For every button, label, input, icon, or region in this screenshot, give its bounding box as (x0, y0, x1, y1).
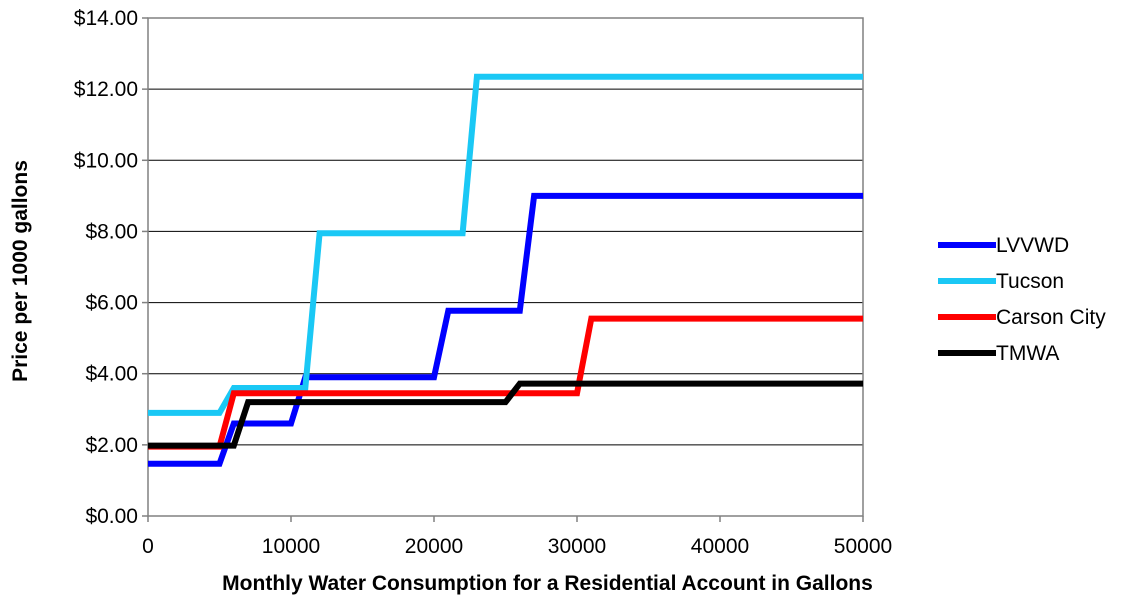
x-tick-label: 20000 (405, 535, 463, 558)
y-tick-label: $2.00 (85, 434, 138, 457)
legend-label: TMWA (996, 342, 1059, 365)
y-tick-label: $12.00 (74, 78, 138, 101)
x-tick-label: 30000 (548, 535, 606, 558)
y-tick-label: $14.00 (74, 7, 138, 30)
x-tick-label: 10000 (262, 535, 320, 558)
y-tick-label: $4.00 (85, 363, 138, 386)
x-tick-label: 50000 (834, 535, 892, 558)
legend: LVVWD Tucson Carson City TMWA (938, 234, 1106, 365)
series-line-tucson (148, 73, 863, 416)
gridlines (142, 17, 864, 522)
plot-area (147, 17, 864, 517)
y-axis-title: Price per 1000 gallons (9, 160, 32, 382)
x-tick-label: 40000 (691, 535, 749, 558)
legend-label: Tucson (996, 270, 1064, 293)
y-tick-label: $8.00 (85, 220, 138, 243)
x-axis-title: Monthly Water Consumption for a Resident… (222, 572, 873, 595)
series-line-tmwa (148, 380, 863, 449)
legend-label: Carson City (996, 306, 1106, 329)
y-axis-tick-labels: $0.00 $2.00 $4.00 $6.00 $8.00 $10.00 $12.00 $14… (74, 7, 138, 528)
y-tick-label: $0.00 (85, 505, 138, 528)
legend-label: LVVWD (996, 234, 1069, 257)
x-axis-tick-labels: 0 10000 20000 30000 40000 50000 (142, 535, 892, 558)
y-tick-label: $6.00 (85, 292, 138, 315)
x-tick-label: 0 (142, 535, 154, 558)
series-lines (148, 73, 863, 467)
series-line-lvvwd (148, 192, 863, 467)
y-tick-label: $10.00 (74, 149, 138, 172)
